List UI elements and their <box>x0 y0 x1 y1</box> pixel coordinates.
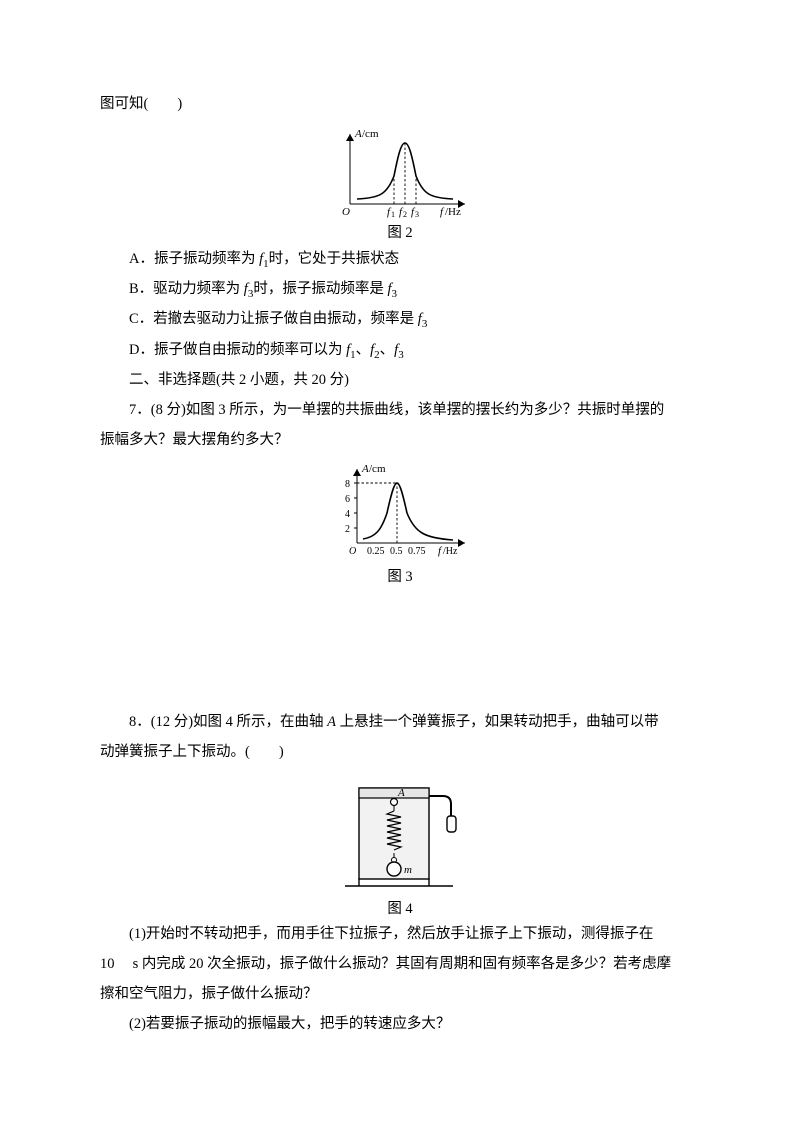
svg-text:O: O <box>342 206 350 218</box>
svg-text:2: 2 <box>403 210 407 218</box>
q7-text-2: 振幅多大？最大摆角约多大？ <box>100 426 700 456</box>
q6-option-b: B．驱动力频率为 f3时，振子振动频率是 f3 <box>100 275 700 305</box>
figure-3: 2 4 6 8 O 0.25 0.5 0.75 f /Hz A /cm 图 3 <box>100 461 700 586</box>
spring-apparatus: A m <box>335 774 465 894</box>
q7-text: 7．(8 分)如图 3 所示，为一单摆的共振曲线，该单摆的摆长约为多少？共振时单… <box>100 396 700 426</box>
q8-text-2: 动弹簧振子上下振动。( ) <box>100 738 700 768</box>
q8-sub1c: 擦和空气阻力，振子做什么振动？ <box>100 980 700 1010</box>
svg-text:/cm: /cm <box>369 463 386 475</box>
svg-text:2: 2 <box>345 524 350 535</box>
svg-text:A: A <box>397 787 405 799</box>
figure-2: A /cm O f1 f2 f3 f /Hz 图 2 <box>100 126 700 243</box>
figure-3-caption: 图 3 <box>100 569 700 586</box>
svg-text:/cm: /cm <box>362 128 379 140</box>
svg-text:O: O <box>349 546 356 557</box>
svg-text:m: m <box>404 864 412 876</box>
svg-text:/Hz: /Hz <box>445 206 461 218</box>
q8-sub1b: 10 s 内完成 20 次全振动，振子做什么振动？其固有周期和固有频率各是多少？… <box>100 950 700 980</box>
page-content: 图可知( ) A /cm O f1 f2 f3 f /Hz 图 2 A．振子振动… <box>0 0 800 1039</box>
q8-sub2: (2)若要振子振动的振幅最大，把手的转速应多大？ <box>100 1010 700 1040</box>
q6-option-d: D．振子做自由振动的频率可以为 f1、f2、f3 <box>100 336 700 366</box>
resonance-chart-2: A /cm O f1 f2 f3 f /Hz <box>325 126 475 218</box>
svg-text:A: A <box>361 463 369 475</box>
svg-text:0.25: 0.25 <box>367 546 385 557</box>
q8-sub1: (1)开始时不转动把手，而用手往下拉振子，然后放手让振子上下振动，测得振子在 <box>100 920 700 950</box>
figure-2-caption: 图 2 <box>100 225 700 242</box>
q8-text: 8．(12 分)如图 4 所示，在曲轴 A 上悬挂一个弹簧振子，如果转动把手，曲… <box>100 708 700 738</box>
q6-option-c: C．若撤去驱动力让振子做自由振动，频率是 f3 <box>100 305 700 335</box>
svg-text:0.5: 0.5 <box>390 546 403 557</box>
figure-4: A m 图 4 <box>100 774 700 919</box>
svg-text:4: 4 <box>345 509 350 520</box>
svg-text:0.75: 0.75 <box>408 546 426 557</box>
svg-text:1: 1 <box>391 210 395 218</box>
svg-text:A: A <box>354 128 362 140</box>
svg-text:6: 6 <box>345 494 350 505</box>
svg-text:3: 3 <box>415 210 419 218</box>
resonance-chart-3: 2 4 6 8 O 0.25 0.5 0.75 f /Hz A /cm <box>325 461 475 561</box>
section-2-header: 二、非选择题(共 2 小题，共 20 分) <box>100 366 700 396</box>
q6-option-a: A．振子振动频率为 f1时，它处于共振状态 <box>100 245 700 275</box>
svg-text:8: 8 <box>345 479 350 490</box>
figure-4-caption: 图 4 <box>100 901 700 918</box>
svg-text:/Hz: /Hz <box>443 546 458 557</box>
q6-preline: 图可知( ) <box>100 90 700 120</box>
spacer <box>100 588 700 708</box>
